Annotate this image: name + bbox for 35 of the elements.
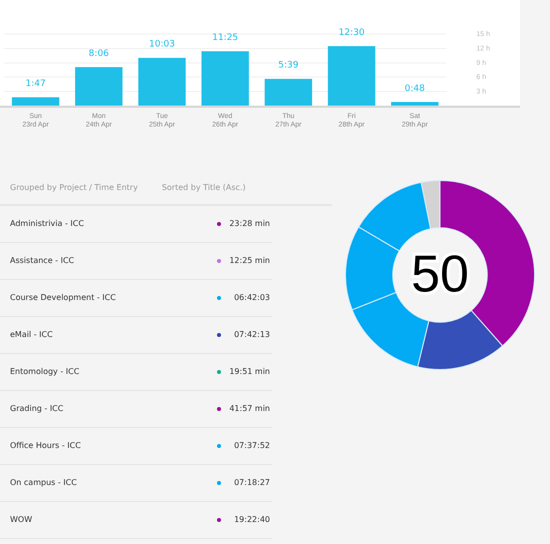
category-label: eMail - ICC [10,330,53,339]
text: 06:42:03 [234,293,270,302]
category-label: Administrivia - ICC [10,219,84,228]
category-label: Assistance - ICC [10,256,74,265]
category-label: Course Development - ICC [10,293,116,302]
text: 07:37:52 [234,441,270,450]
category-label: WOW [10,515,32,524]
bar [12,97,60,106]
text: 07:18:27 [234,478,270,487]
text: 07:42:13 [234,330,270,339]
data-label: 11:25 [212,33,238,44]
bar [391,102,438,106]
category-label: Grading - ICC [10,404,64,413]
data-label: 0:48 [404,84,426,94]
bar [75,67,122,106]
category-label: On campus - ICC [10,478,77,487]
bar [264,78,312,106]
bar [138,58,186,106]
category-label: Office Hours - ICC [10,441,81,450]
bar [201,51,249,106]
text: Sorted by Title (Asc.) [162,182,246,192]
category-label: Entomology - ICC [10,367,80,376]
data-label: 12:30 [338,28,365,38]
text: 50 [411,245,469,304]
data-label: 10:03 [149,40,175,50]
text: Grouped by Project / Time Entry [10,182,138,192]
data-label: 5:39 [278,60,299,71]
text: 19:51 min [229,367,270,376]
data-label: 8:06 [88,48,110,59]
text: 41:57 min [229,404,270,413]
text: 23:28 min [229,219,270,228]
text: 19:22:40 [234,515,270,524]
data-label: 1:47 [25,79,46,90]
bar [328,46,376,106]
text: 12:25 min [229,256,270,265]
